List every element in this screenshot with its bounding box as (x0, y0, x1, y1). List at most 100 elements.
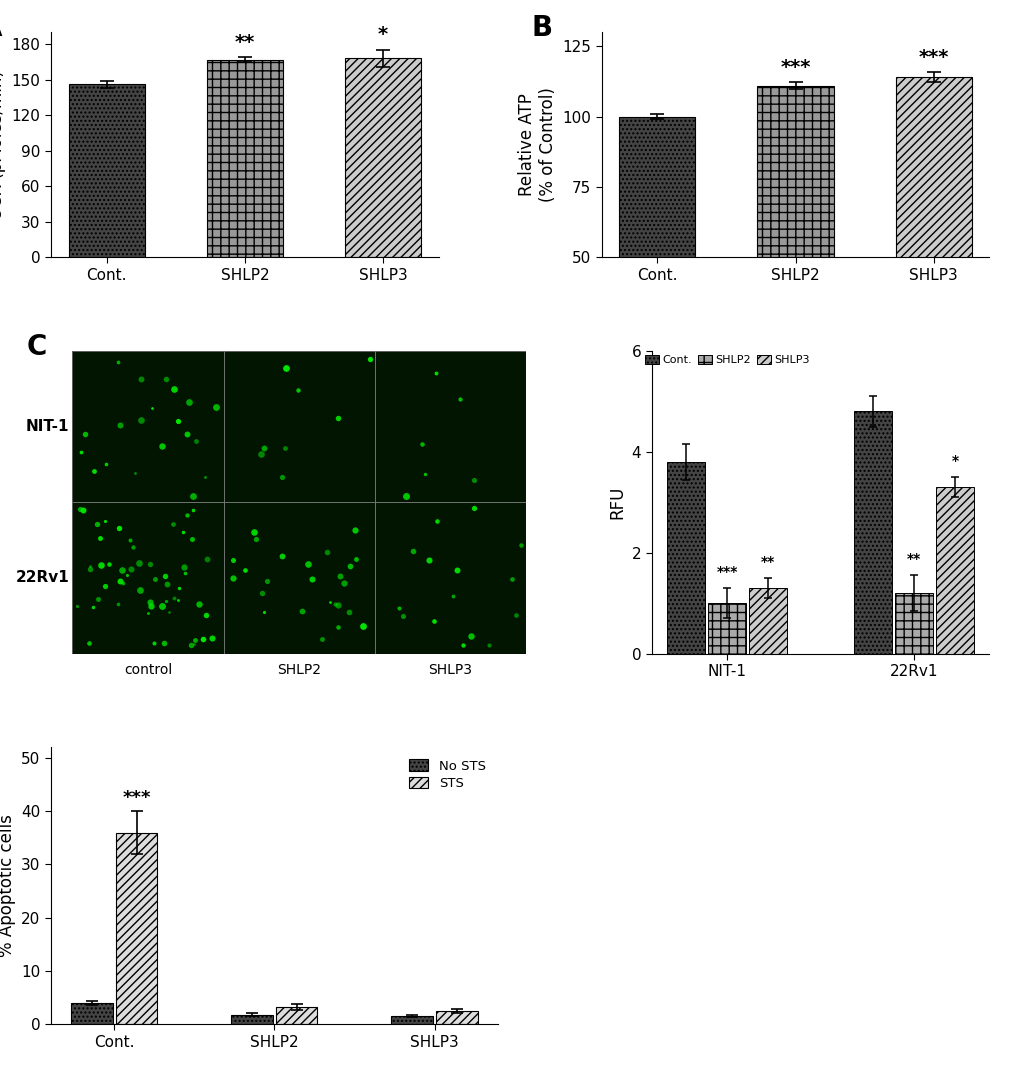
Point (329, 618, 345, 635)
Text: 22Rv1: 22Rv1 (15, 570, 69, 585)
Point (186, 632, 203, 649)
Point (183, 637, 200, 654)
Point (248, 530, 264, 548)
Point (225, 569, 242, 586)
Point (86, 462, 102, 480)
Point (85, 598, 101, 616)
Point (454, 636, 471, 653)
Point (97, 578, 113, 595)
Bar (895, 593, 932, 653)
Point (166, 381, 182, 398)
Point (405, 542, 421, 559)
Point (304, 570, 320, 588)
Bar (116, 832, 157, 1024)
Point (256, 440, 272, 457)
Bar (757, 86, 833, 398)
Point (111, 519, 127, 536)
Point (191, 595, 207, 612)
Point (425, 612, 441, 630)
Point (290, 381, 307, 398)
Point (142, 555, 158, 572)
Point (90, 591, 106, 608)
Point (335, 575, 352, 592)
Point (208, 399, 224, 416)
Point (197, 469, 213, 486)
Point (115, 575, 131, 592)
Point (156, 635, 172, 652)
Y-axis label: % Apoptotic cells: % Apoptotic cells (0, 814, 15, 957)
Bar (853, 412, 891, 653)
Point (166, 590, 182, 607)
Point (428, 364, 444, 382)
Point (198, 606, 214, 623)
Point (124, 538, 141, 555)
Point (72, 444, 89, 461)
Point (420, 551, 436, 568)
Point (179, 426, 196, 443)
Point (98, 455, 114, 472)
Point (185, 501, 202, 519)
Y-axis label: Relative ATP
(% of Control): Relative ATP (% of Control) (518, 87, 556, 203)
Point (180, 393, 197, 411)
Point (82, 559, 98, 577)
Point (132, 411, 149, 428)
Bar (276, 1007, 317, 1024)
Point (176, 558, 193, 576)
Text: ***: *** (780, 58, 810, 77)
Bar (207, 59, 282, 258)
Point (130, 554, 147, 571)
Point (463, 627, 479, 645)
Bar (619, 116, 695, 398)
Y-axis label: OCR (pMoles/min): OCR (pMoles/min) (0, 70, 6, 220)
Point (110, 596, 126, 613)
Point (161, 603, 177, 620)
Point (204, 630, 220, 647)
Text: *: * (951, 454, 958, 468)
Point (259, 572, 275, 590)
Point (123, 561, 140, 578)
Point (195, 631, 211, 648)
Point (144, 400, 160, 417)
Point (451, 390, 468, 407)
Point (330, 596, 346, 613)
Point (82, 557, 98, 575)
Bar (223, 502, 375, 653)
Point (273, 548, 289, 565)
Point (109, 353, 125, 370)
Point (143, 597, 159, 614)
Point (340, 603, 357, 620)
Point (142, 593, 158, 610)
Bar (223, 351, 375, 502)
Point (199, 550, 215, 567)
Point (252, 445, 268, 462)
Point (417, 465, 433, 482)
Bar (72, 502, 223, 653)
Point (97, 512, 113, 529)
Point (131, 581, 148, 598)
Point (158, 592, 174, 609)
Point (444, 586, 461, 604)
Text: **: ** (906, 552, 920, 566)
Point (362, 350, 378, 368)
Point (170, 591, 186, 608)
Text: B: B (531, 14, 552, 42)
Text: ***: *** (918, 47, 948, 67)
Text: A: A (0, 14, 3, 42)
Point (101, 555, 117, 572)
Text: C: C (26, 333, 47, 361)
Point (118, 567, 135, 584)
Point (71, 500, 88, 517)
Bar (707, 604, 745, 653)
Point (147, 570, 163, 588)
Point (169, 412, 185, 429)
Point (89, 515, 105, 533)
Point (176, 565, 193, 582)
Point (111, 572, 127, 590)
Legend: Cont., SHLP2, SHLP3: Cont., SHLP2, SHLP3 (640, 350, 814, 370)
Bar (71, 1003, 112, 1024)
Text: ***: *** (122, 789, 151, 807)
Point (159, 576, 175, 593)
Point (178, 507, 195, 524)
Y-axis label: RFU: RFU (607, 485, 626, 519)
Bar (375, 502, 526, 653)
